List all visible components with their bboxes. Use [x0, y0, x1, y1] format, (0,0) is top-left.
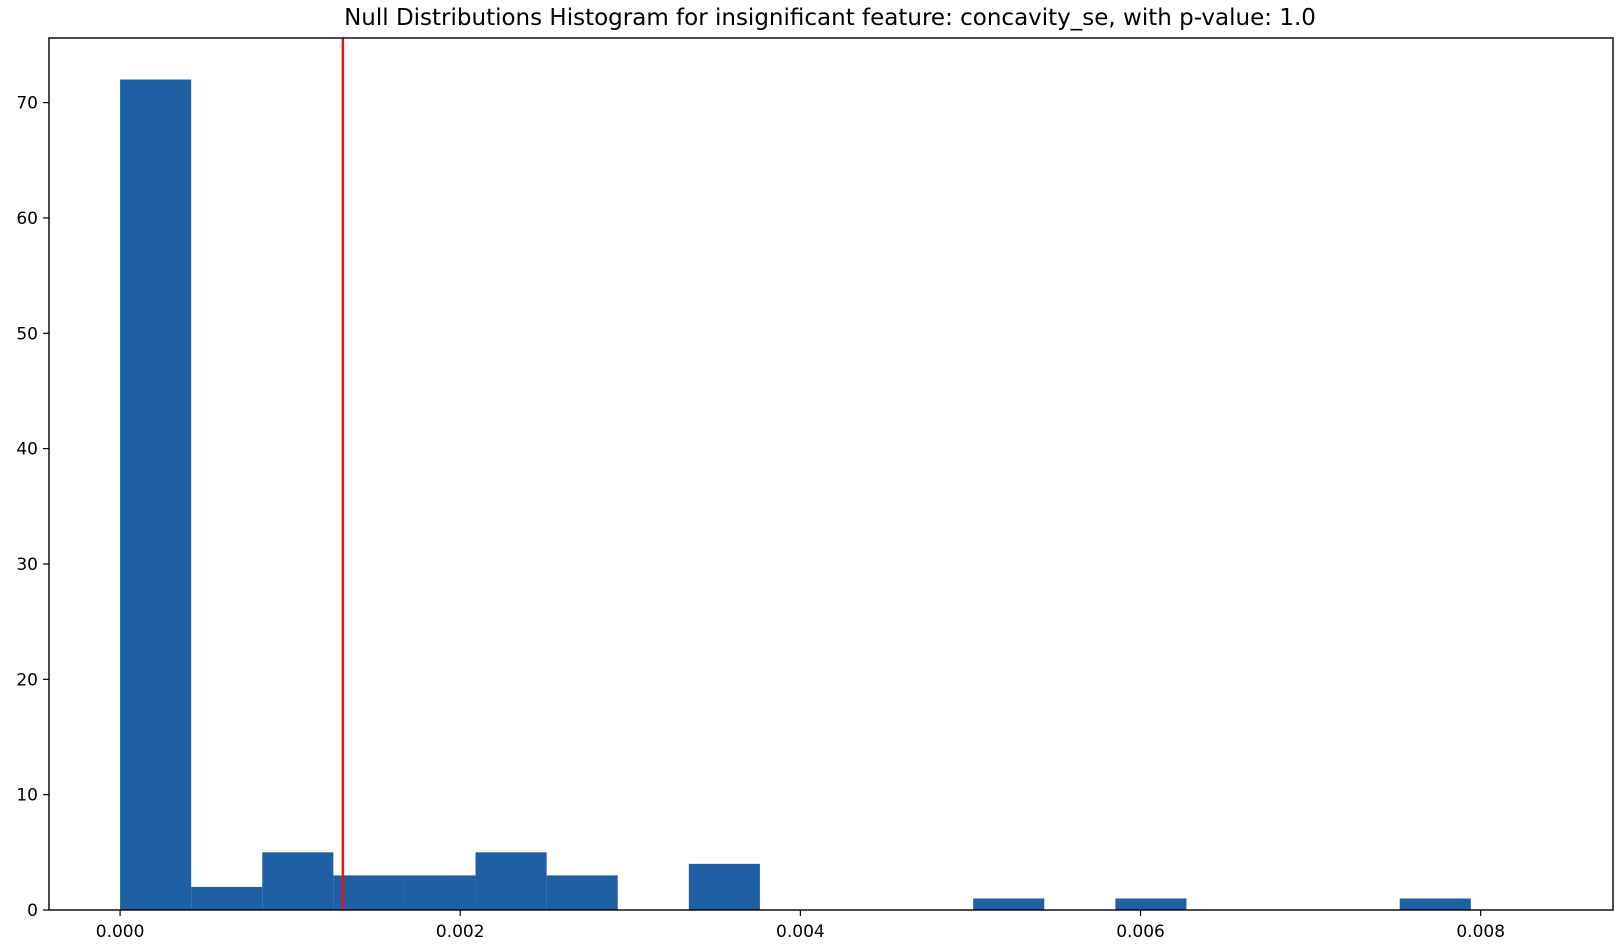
- histogram-bar: [688, 863, 760, 910]
- histogram-bar: [1399, 898, 1471, 910]
- histogram-bar: [1115, 898, 1187, 910]
- y-tick-label: 50: [16, 324, 38, 344]
- y-tick-label: 10: [16, 786, 38, 806]
- histogram-bar: [333, 875, 405, 910]
- histogram-bar: [404, 875, 476, 910]
- y-tick-label: 20: [16, 670, 38, 690]
- histogram-bar: [191, 886, 263, 910]
- x-tick-label: 0.006: [1116, 922, 1165, 942]
- x-tick-label: 0.000: [96, 922, 145, 942]
- y-axis-ticks: 0 10 20 30 40 50 60 70: [16, 94, 49, 921]
- y-tick-label: 0: [27, 901, 38, 921]
- x-tick-label: 0.004: [776, 922, 825, 942]
- x-axis-ticks: 0.000 0.002 0.004 0.006 0.008: [96, 910, 1505, 942]
- histogram-bar: [546, 875, 618, 910]
- y-tick-label: 30: [16, 555, 38, 575]
- x-tick-label: 0.008: [1456, 922, 1505, 942]
- histogram-bar: [475, 852, 547, 910]
- bars-layer: [120, 79, 1471, 911]
- chart-title: Null Distributions Histogram for insigni…: [344, 5, 1316, 31]
- histogram-bar: [262, 852, 334, 910]
- histogram-bar: [120, 79, 192, 911]
- x-tick-label: 0.002: [436, 922, 485, 942]
- y-tick-label: 60: [16, 209, 38, 229]
- histogram-bar: [973, 898, 1045, 910]
- plot-frame: [48, 37, 1614, 911]
- y-tick-label: 40: [16, 440, 38, 460]
- y-tick-label: 70: [16, 94, 38, 114]
